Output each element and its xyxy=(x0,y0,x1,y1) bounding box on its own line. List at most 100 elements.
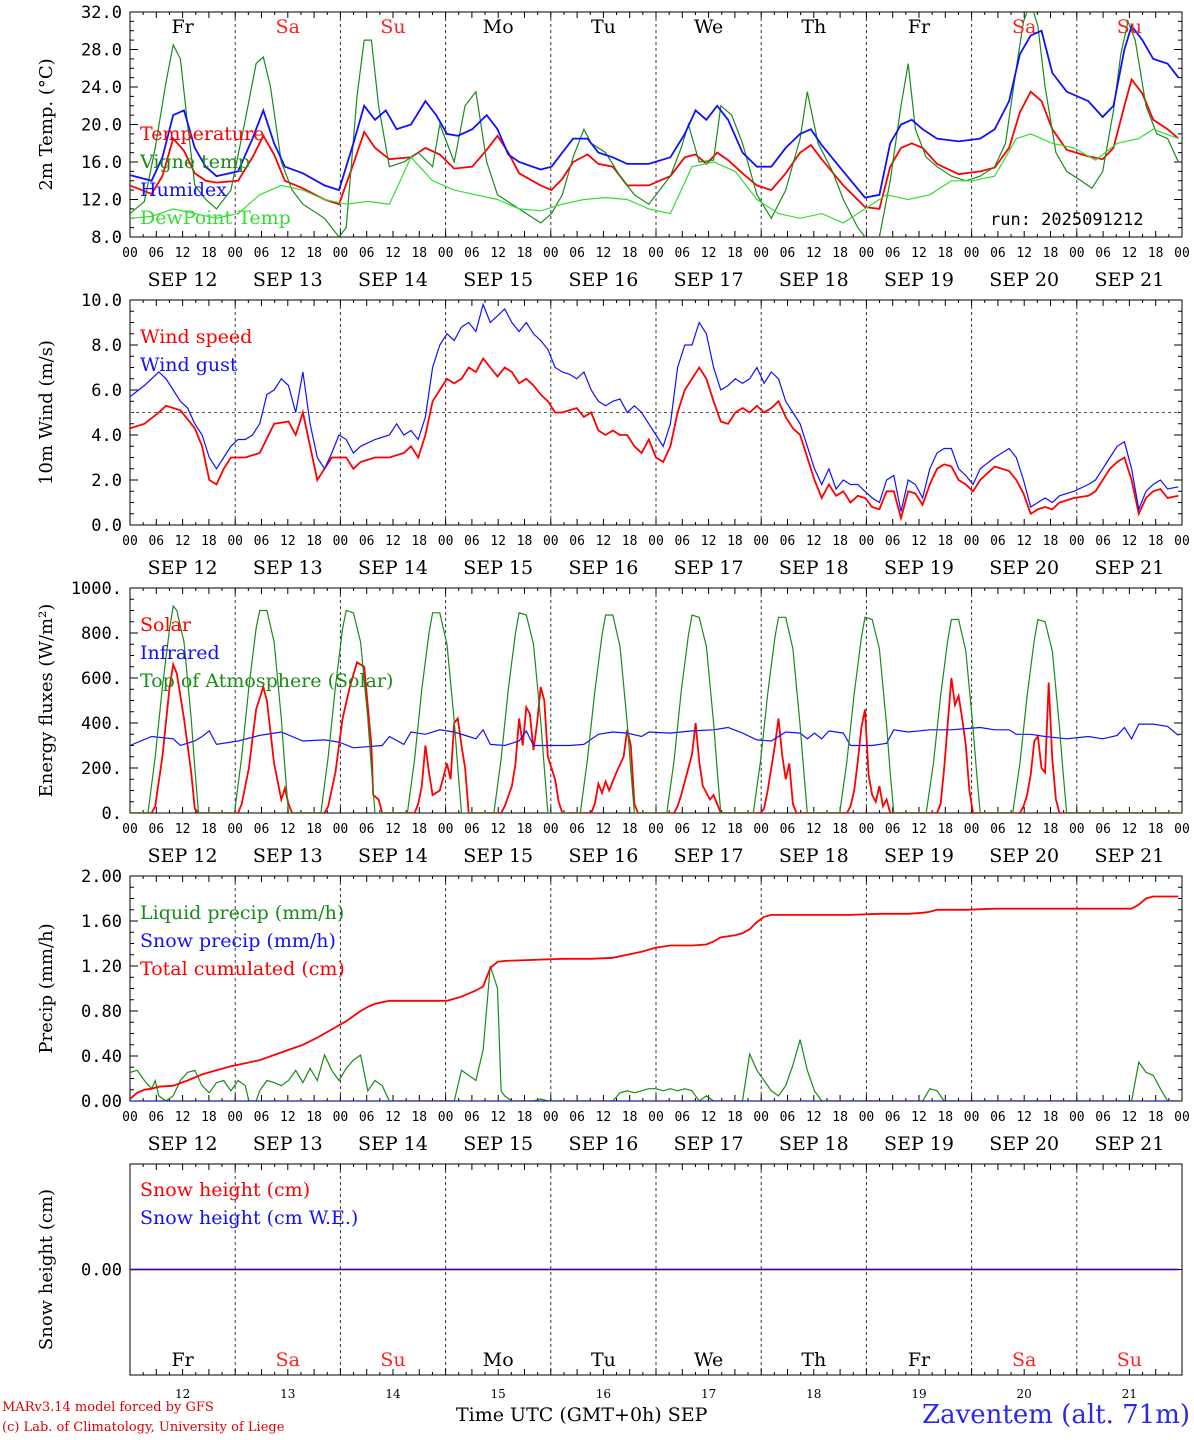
day-number-label: 18 xyxy=(806,1387,821,1401)
hour-tick-label: 18 xyxy=(411,246,427,261)
y-tick-label: 0. xyxy=(102,804,122,824)
hour-tick-label: 06 xyxy=(148,534,164,549)
day-name-label: Mo xyxy=(483,1349,514,1371)
date-label: SEP 16 xyxy=(568,269,638,291)
panel-1: 8.0 12.0 16.0 20.0 24.0 28.0 32.0 2m Temp. (°C)… xyxy=(36,3,1190,291)
y-tick-label: 20.0 xyxy=(81,116,122,136)
series-line-solar xyxy=(130,660,1179,813)
hour-tick-label: 18 xyxy=(1148,1110,1164,1125)
hour-tick-label: 12 xyxy=(280,246,296,261)
series-line-infrared xyxy=(130,723,1179,749)
hour-tick-label: 06 xyxy=(148,822,164,837)
day-name-label: Sa xyxy=(276,1349,300,1371)
hour-tick-label: 00 xyxy=(648,534,664,549)
hour-tick-label: 12 xyxy=(596,534,612,549)
hour-tick-label: 12 xyxy=(596,246,612,261)
hour-tick-label: 00 xyxy=(333,534,349,549)
day-number-label: 21 xyxy=(1122,1387,1137,1401)
hour-tick-label: 12 xyxy=(1122,246,1138,261)
y-tick-label: 400. xyxy=(81,714,122,734)
date-label: SEP 17 xyxy=(674,557,744,579)
y-tick-label: 2.00 xyxy=(81,867,122,887)
hour-tick-label: 00 xyxy=(438,246,454,261)
hour-tick-label: 12 xyxy=(911,822,927,837)
hour-tick-label: 00 xyxy=(859,822,875,837)
legend-entry: Snow height (cm) xyxy=(140,1179,310,1201)
y-tick-label: 16.0 xyxy=(81,153,122,173)
date-label: SEP 13 xyxy=(253,1133,323,1155)
model-credit: MARv3.14 model forced by GFS xyxy=(2,1400,214,1415)
hour-tick-label: 18 xyxy=(832,534,848,549)
hour-tick-label: 12 xyxy=(806,246,822,261)
y-tick-label: 0.80 xyxy=(81,1002,122,1022)
legend-entry: Wind gust xyxy=(140,354,238,376)
hour-tick-label: 12 xyxy=(1016,246,1032,261)
hour-tick-label: 06 xyxy=(569,246,585,261)
hour-tick-label: 00 xyxy=(753,822,769,837)
day-name-label: Th xyxy=(801,16,826,38)
hour-tick-label: 18 xyxy=(1148,246,1164,261)
hour-tick-label: 06 xyxy=(569,1110,585,1125)
hour-tick-label: 18 xyxy=(517,822,533,837)
y-tick-label: 28.0 xyxy=(81,41,122,61)
hour-tick-label: 00 xyxy=(333,822,349,837)
day-name-label: We xyxy=(694,16,723,38)
hour-tick-label: 18 xyxy=(832,246,848,261)
hour-tick-label: 00 xyxy=(333,246,349,261)
hour-tick-label: 00 xyxy=(859,1110,875,1125)
legend-entry: Vigne temp xyxy=(139,151,250,173)
legend-entry: Top of Atmosphere (Solar) xyxy=(140,670,393,692)
hour-tick-label: 06 xyxy=(674,246,690,261)
panel-3: 0. 200. 400. 600. 800. 1000. Energy fluxes (W/… xyxy=(36,579,1190,867)
hour-tick-label: 12 xyxy=(701,246,717,261)
date-label: SEP 12 xyxy=(148,269,218,291)
hour-tick-label: 06 xyxy=(464,246,480,261)
date-label: SEP 13 xyxy=(253,845,323,867)
hour-tick-label: 00 xyxy=(438,534,454,549)
hour-tick-label: 18 xyxy=(201,534,217,549)
hour-tick-label: 06 xyxy=(1095,822,1111,837)
hour-tick-label: 18 xyxy=(937,1110,953,1125)
hour-tick-label: 06 xyxy=(464,1110,480,1125)
day-name-label: Sa xyxy=(276,16,300,38)
hour-tick-label: 18 xyxy=(201,1110,217,1125)
date-label: SEP 18 xyxy=(779,845,849,867)
date-label: SEP 14 xyxy=(358,1133,428,1155)
legend-entry: Liquid precip (mm/h) xyxy=(140,902,344,924)
hour-tick-label: 18 xyxy=(201,246,217,261)
hour-tick-label: 06 xyxy=(254,246,270,261)
hour-tick-label: 00 xyxy=(543,822,559,837)
series-line-dewpoint-temp xyxy=(130,128,1179,224)
series-line-top-of-atmosphere-solar- xyxy=(130,604,1179,813)
date-label: SEP 21 xyxy=(1094,557,1164,579)
hour-tick-label: 06 xyxy=(1095,534,1111,549)
x-axis-month: SEP xyxy=(667,1404,708,1426)
hour-tick-label: 12 xyxy=(280,534,296,549)
series-line-temperature xyxy=(130,77,1179,210)
y-axis-label: Energy fluxes (W/m²) xyxy=(36,604,57,798)
hour-tick-label: 06 xyxy=(359,822,375,837)
date-label: SEP 21 xyxy=(1094,269,1164,291)
hour-tick-label: 00 xyxy=(227,822,243,837)
hour-tick-label: 00 xyxy=(122,1110,138,1125)
day-name-label: Sa xyxy=(1012,16,1036,38)
hour-tick-label: 00 xyxy=(859,534,875,549)
day-number-label: 15 xyxy=(491,1387,506,1401)
hour-tick-label: 00 xyxy=(543,534,559,549)
day-number-label: 20 xyxy=(1017,1387,1032,1401)
hour-tick-label: 12 xyxy=(175,246,191,261)
hour-tick-label: 06 xyxy=(359,534,375,549)
hour-tick-label: 00 xyxy=(753,1110,769,1125)
hour-tick-label: 12 xyxy=(806,534,822,549)
hour-tick-label: 00 xyxy=(1069,534,1085,549)
hour-tick-label: 18 xyxy=(1043,1110,1059,1125)
hour-tick-label: 12 xyxy=(701,1110,717,1125)
hour-tick-label: 06 xyxy=(254,534,270,549)
hour-tick-label: 00 xyxy=(1174,246,1190,261)
y-tick-label: 600. xyxy=(81,669,122,689)
day-name-label: Fr xyxy=(171,1349,194,1371)
hour-tick-label: 00 xyxy=(227,246,243,261)
hour-tick-label: 12 xyxy=(175,1110,191,1125)
date-label: SEP 19 xyxy=(884,557,954,579)
day-name-label: Fr xyxy=(908,16,931,38)
